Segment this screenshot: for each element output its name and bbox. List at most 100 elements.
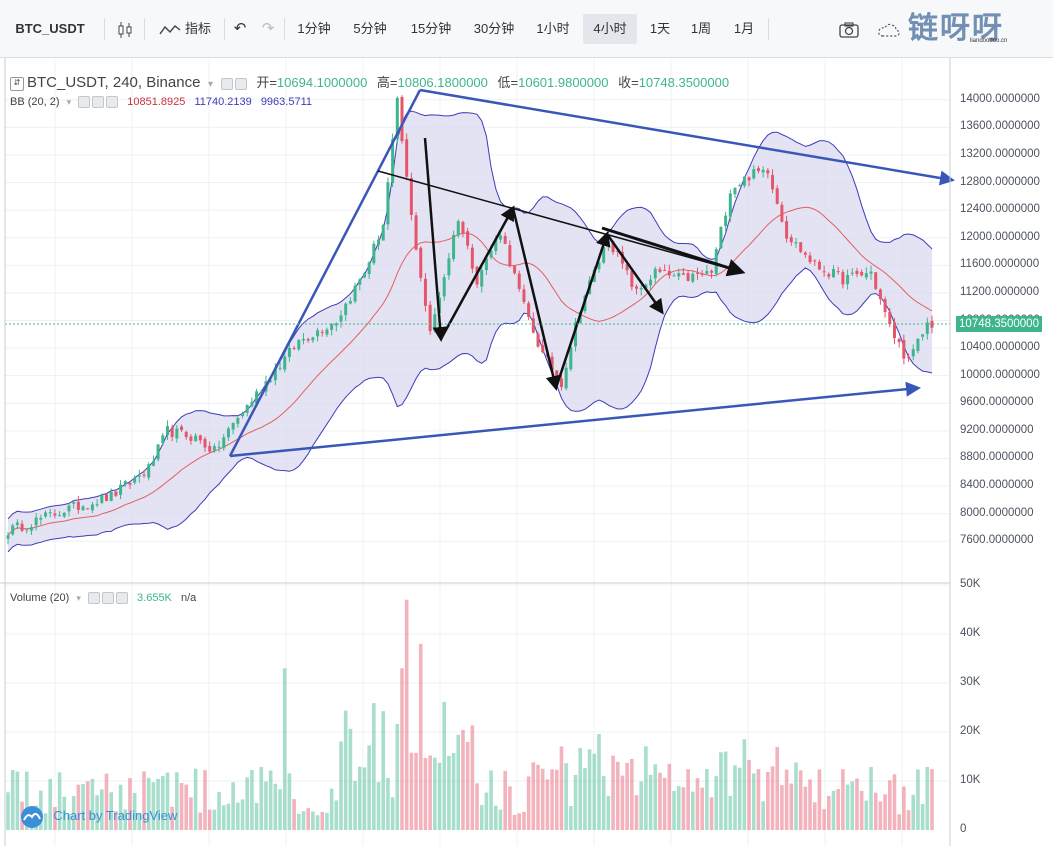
candle-body — [925, 322, 929, 334]
candle-body — [358, 279, 362, 285]
undo-button[interactable]: ↶ — [228, 14, 252, 44]
candle — [850, 268, 854, 277]
volume-bar — [428, 755, 432, 830]
candle-body — [119, 484, 123, 495]
interval-1mo[interactable]: 1月 — [733, 21, 755, 36]
candle — [156, 444, 160, 462]
candle — [508, 240, 512, 268]
candle — [916, 338, 920, 354]
volume-bar — [916, 769, 920, 830]
legend-visibility-toggle[interactable] — [220, 77, 233, 90]
candle — [386, 177, 390, 230]
redo-button[interactable]: ↷ — [256, 14, 280, 44]
candle — [911, 344, 915, 361]
interval-1d[interactable]: 1天 — [649, 21, 671, 36]
volume-menu-arrow[interactable]: ▾ — [76, 593, 81, 603]
candle-body — [175, 428, 179, 439]
candle-body — [95, 504, 99, 506]
symbol-search-button[interactable]: BTC_USDT — [15, 21, 85, 36]
candle — [39, 514, 43, 526]
candle — [29, 524, 33, 535]
candle-body — [292, 348, 296, 350]
candle-body — [803, 252, 807, 255]
interval-5m[interactable]: 5分钟 — [353, 21, 387, 36]
interval-15m[interactable]: 15分钟 — [410, 21, 452, 36]
arrow-resistance — [601, 226, 746, 277]
candle-body — [597, 262, 601, 270]
interval-1m[interactable]: 1分钟 — [297, 21, 331, 36]
volume-bar — [554, 769, 559, 830]
legend-settings-button[interactable] — [234, 77, 247, 90]
candle — [630, 270, 634, 291]
candle-body — [311, 337, 315, 341]
chart-type-button[interactable] — [110, 14, 140, 44]
interval-1h[interactable]: 1小时 — [536, 21, 570, 36]
volume-remove-button[interactable] — [115, 592, 128, 605]
candle-body — [100, 495, 104, 503]
candle — [419, 246, 423, 282]
candle — [58, 511, 62, 517]
volume-bar — [329, 788, 334, 830]
volume-bar — [461, 729, 465, 830]
bollinger-fill — [8, 111, 932, 552]
volume-bar — [259, 766, 264, 830]
volume-bar — [611, 755, 615, 830]
candle — [147, 462, 151, 481]
candle-body — [766, 170, 770, 174]
candle — [724, 211, 728, 232]
candle — [212, 443, 216, 453]
volume-bar — [770, 766, 775, 830]
volume-bar — [869, 767, 873, 830]
volume-bar — [653, 764, 658, 830]
volume-bar — [193, 768, 198, 830]
watermark-url: liandoodoo.cn — [970, 38, 1008, 44]
candle-body — [564, 367, 568, 389]
chart-canvas[interactable] — [0, 58, 1053, 846]
interval-1w[interactable]: 1周 — [690, 21, 712, 36]
volume-bar — [583, 767, 587, 830]
candle — [498, 233, 502, 243]
volume-tick-label: 50K — [960, 578, 981, 590]
candle-body — [377, 239, 381, 245]
candle — [72, 500, 76, 509]
site-watermark-logo: 链呀呀 liandoodoo.cn — [908, 14, 1048, 54]
cloud-save-button[interactable] — [874, 14, 904, 44]
tradingview-branding[interactable]: Chart by TradingView — [18, 804, 177, 828]
volume-bar — [836, 789, 840, 830]
candle — [137, 469, 141, 483]
volume-bar — [179, 782, 184, 830]
candle — [705, 265, 709, 274]
candle-body — [794, 242, 798, 244]
volume-bar — [404, 599, 409, 830]
candle-body — [34, 517, 38, 526]
volume-bar — [357, 766, 362, 830]
candle-body — [269, 380, 273, 382]
volume-bar — [381, 711, 386, 830]
volume-bar — [414, 752, 418, 830]
interval-30m[interactable]: 30分钟 — [473, 21, 515, 36]
volume-settings-button[interactable] — [101, 592, 114, 605]
bb-remove-button[interactable] — [106, 96, 119, 109]
volume-bar — [231, 782, 235, 830]
candle-body — [334, 323, 338, 326]
candle-body — [785, 221, 789, 239]
bb-visibility-toggle[interactable] — [78, 96, 91, 109]
volume-bar — [517, 813, 522, 830]
candle — [738, 183, 742, 187]
volume-bar — [559, 746, 564, 830]
interval-4h[interactable]: 4小时 — [583, 14, 637, 44]
legend-menu-arrow[interactable]: ▾ — [208, 79, 214, 90]
candle — [395, 96, 399, 145]
volume-bar — [418, 643, 423, 830]
snapshot-button[interactable] — [834, 14, 864, 44]
candle-body — [681, 273, 685, 275]
indicators-button[interactable]: 指标 — [150, 14, 220, 44]
candle-body — [892, 322, 896, 339]
chart-area[interactable]: ⇵ BTC_USDT, 240, Binance ▾ 开=10694.100000… — [0, 58, 1053, 846]
volume-bar — [165, 772, 170, 830]
bb-menu-arrow[interactable]: ▾ — [66, 97, 72, 107]
candle — [198, 434, 202, 444]
candle-body — [602, 247, 606, 263]
volume-visibility-toggle[interactable] — [87, 592, 100, 605]
bb-settings-button[interactable] — [92, 96, 105, 109]
